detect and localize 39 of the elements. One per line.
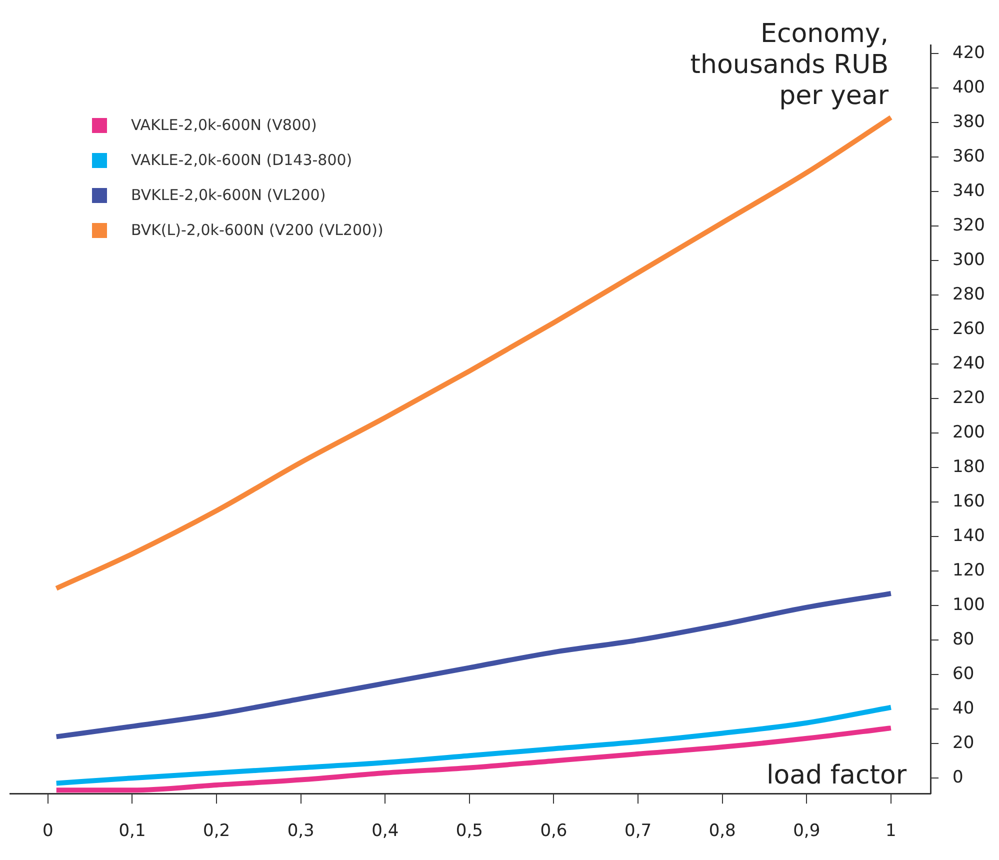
x-tick-label: 0,7 bbox=[624, 821, 652, 842]
legend-label: BVK(L)-2,0k-600N (V200 (VL200)) bbox=[131, 221, 384, 239]
y-tick-label: 300 bbox=[952, 250, 986, 270]
y-tick-label: 320 bbox=[952, 216, 986, 236]
y-tick-label: 200 bbox=[952, 422, 986, 443]
x-tick-label: 0,8 bbox=[708, 821, 736, 842]
x-tick-label: 0,9 bbox=[793, 821, 820, 842]
y-tick-label: 0 bbox=[952, 768, 964, 788]
y-tick-label: 120 bbox=[952, 560, 986, 581]
y-tick-label: 240 bbox=[952, 354, 986, 374]
y-tick-label: 260 bbox=[952, 319, 986, 340]
y-tick-label: 340 bbox=[952, 181, 986, 202]
y-tick-label: 80 bbox=[952, 630, 974, 650]
legend-label: BVKLE-2,0k-600N (VL200) bbox=[131, 186, 326, 204]
x-tick-label: 0,6 bbox=[540, 821, 568, 842]
y-tick-label: 380 bbox=[952, 112, 986, 132]
y-tick-label: 220 bbox=[952, 388, 986, 408]
x-axis-title: load factor bbox=[766, 760, 907, 791]
x-tick-label: 0,4 bbox=[372, 821, 399, 842]
y-tick-label: 100 bbox=[952, 595, 986, 616]
y-tick-label: 180 bbox=[952, 457, 986, 478]
x-tick-label: 0,5 bbox=[456, 821, 483, 842]
y-tick-label: 360 bbox=[952, 146, 986, 167]
x-tick-label: 0 bbox=[42, 821, 54, 842]
x-tick-label: 0,3 bbox=[287, 821, 314, 842]
legend-label: VAKLE-2,0k-600N (D143-800) bbox=[131, 151, 352, 169]
x-tick-label: 0,1 bbox=[118, 821, 146, 842]
y-tick-label: 140 bbox=[952, 526, 986, 546]
x-tick-label: 0,2 bbox=[203, 821, 230, 842]
x-tick-label: 1 bbox=[886, 821, 896, 842]
y-axis-title: Economy, thousands RUB per year bbox=[690, 19, 889, 111]
y-tick-label: 20 bbox=[952, 733, 974, 753]
y-tick-label: 420 bbox=[952, 43, 986, 64]
y-tick-label: 160 bbox=[952, 492, 986, 512]
y-tick-label: 280 bbox=[952, 284, 986, 305]
legend-label: VAKLE-2,0k-600N (V800) bbox=[131, 116, 317, 134]
y-tick-label: 60 bbox=[952, 664, 974, 684]
y-tick-label: 40 bbox=[952, 698, 974, 719]
y-tick-label: 400 bbox=[952, 78, 986, 98]
